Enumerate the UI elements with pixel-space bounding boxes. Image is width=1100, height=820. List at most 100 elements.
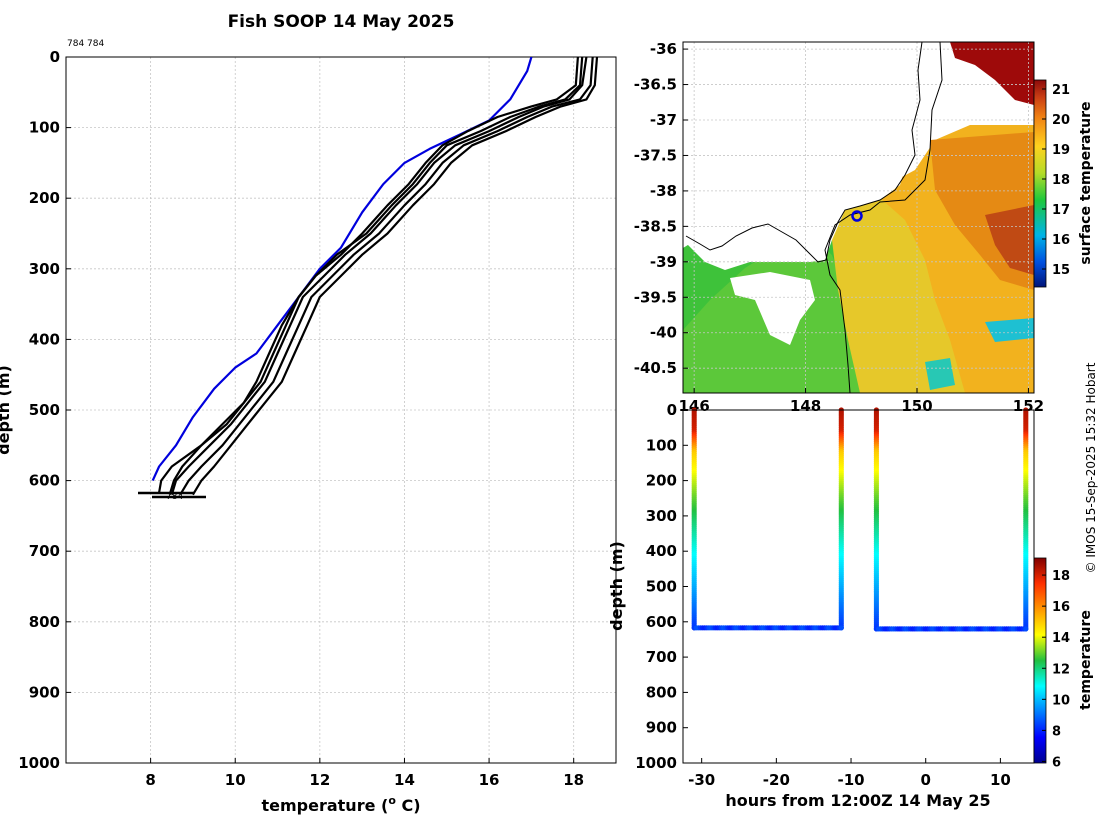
temperature-colorbar-label: temperature — [1078, 610, 1094, 710]
profile-x-label: temperature (o C) — [261, 794, 420, 815]
sst-map-panel: 146 148 150 152 -36-36.5-37-37.5-38-38.5-39… — [634, 40, 1094, 415]
temperature-colorbar-tick-label: 8 — [1052, 724, 1061, 739]
section-y-tick-label: 400 — [646, 542, 677, 560]
cast-traces — [691, 407, 1029, 632]
profile-x-ticks: 8 10 12 14 16 18 — [145, 758, 584, 789]
temperature-colorbar-tick-label: 10 — [1052, 693, 1070, 708]
map-y-tick-label: -37 — [650, 111, 677, 129]
temperature-colorbar-tick-label: 14 — [1052, 631, 1070, 646]
map-y-tick-label: -40.5 — [634, 359, 677, 377]
map-grid — [683, 42, 1034, 393]
map-x-tick-label: 152 — [1013, 397, 1044, 415]
temperature-colorbar-ticks: 6 8 10 12 14 16 18 — [1042, 569, 1070, 770]
map-y-ticks: -36 -36.5 -37 -37.5 -38 -38.5 -39 -39.5 -40 -40.5 — [634, 40, 688, 377]
section-y-tick-label: 800 — [646, 683, 677, 701]
land-mainland — [683, 42, 925, 270]
section-x-tick-label: 10 — [990, 771, 1011, 789]
section-y-tick-label: 100 — [646, 436, 677, 454]
sst-colorbar-tick-label: 17 — [1052, 203, 1070, 218]
profile-y-ticks: 0 100 200 300 400 500 600 700 800 900 1000 — [18, 48, 71, 772]
profile-x-tick-label: 16 — [479, 771, 500, 789]
sst-colorbar-tick-label: 19 — [1052, 143, 1070, 158]
section-y-tick-label: 300 — [646, 507, 677, 525]
temperature-colorbar-tick-label: 18 — [1052, 569, 1070, 584]
section-y-tick-label: 500 — [646, 578, 677, 596]
map-y-tick-label: -39.5 — [634, 288, 677, 306]
temperature-colorbar-tick-label: 16 — [1052, 600, 1070, 615]
map-y-tick-label: -38.5 — [634, 217, 677, 235]
sst-cyan-patch — [985, 318, 1034, 342]
profile-x-tick-label: 8 — [145, 771, 155, 789]
profile-lines — [151, 57, 599, 496]
profile-x-tick-label: 10 — [225, 771, 246, 789]
sst-yellow-water — [832, 198, 965, 393]
section-x-ticks: -30 -20 -10 0 10 — [688, 758, 1011, 789]
section-y-tick-label: 900 — [646, 719, 677, 737]
profile-line-profile-1 — [168, 57, 579, 496]
sst-colorbar-tick-label: 15 — [1052, 263, 1070, 278]
profile-line-profile-2 — [170, 57, 588, 496]
profile-y-tick-label: 900 — [29, 683, 60, 701]
profile-x-tick-label: 12 — [309, 771, 330, 789]
profile-y-tick-label: 600 — [29, 472, 60, 490]
section-y-tick-label: 1000 — [635, 754, 677, 772]
profile-y-tick-label: 500 — [29, 401, 60, 419]
sst-colorbar-tick-label: 21 — [1052, 83, 1070, 98]
map-y-tick-label: -37.5 — [634, 146, 677, 164]
ship-position-marker — [851, 210, 863, 222]
profile-y-tick-label: 0 — [50, 48, 60, 66]
section-y-tick-label: 0 — [667, 401, 677, 419]
section-y-tick-label: 600 — [646, 613, 677, 631]
section-x-tick-label: -20 — [763, 771, 790, 789]
section-panel: -30 -20 -10 0 10 0 100 200 300 400 500 600 700 800 90… — [607, 401, 1094, 810]
sst-colorbar-ticks: 15 16 17 18 19 20 21 — [1042, 83, 1070, 278]
section-x-tick-label: 0 — [920, 771, 930, 789]
sst-field — [683, 42, 1034, 393]
sst-red-core — [985, 205, 1034, 275]
section-axes-frame — [682, 409, 1035, 764]
profile-line-profile-5 — [158, 57, 584, 493]
map-y-tick-label: -36 — [650, 40, 677, 58]
section-x-tick-label: -10 — [837, 771, 864, 789]
profile-y-tick-label: 200 — [29, 189, 60, 207]
section-y-label: depth (m) — [607, 541, 626, 631]
profile-y-tick-label: 700 — [29, 542, 60, 560]
sst-colorbar-tick-label: 16 — [1052, 233, 1070, 248]
profile-bottom-label: 784 — [166, 492, 183, 502]
copyright-stamp: © IMOS 15-Sep-2025 15:32 Hobart — [1084, 362, 1098, 573]
sst-cyan-patch-2 — [925, 358, 955, 390]
profile-x-tick-label: 14 — [394, 771, 415, 789]
map-x-tick-label: 150 — [901, 397, 932, 415]
profile-panel: Fish SOOP 14 May 2025 784 784 8 10 12 14 16 1… — [0, 12, 617, 815]
coastline — [685, 41, 923, 263]
section-y-tick-label: 700 — [646, 648, 677, 666]
sst-colorbar-label: surface temperature — [1078, 101, 1094, 264]
profile-grid — [66, 56, 616, 764]
temperature-colorbar — [1033, 557, 1047, 764]
profile-y-tick-label: 1000 — [18, 754, 60, 772]
profile-line-profile-4 — [191, 57, 599, 496]
map-y-tick-label: -38 — [650, 182, 677, 200]
cast-bottom-point — [838, 625, 844, 631]
profile-x-tick-label: 18 — [563, 771, 584, 789]
map-y-tick-label: -36.5 — [634, 76, 677, 94]
temperature-colorbar-tick-label: 6 — [1052, 755, 1061, 770]
profile-y-tick-label: 300 — [29, 260, 60, 278]
section-y-ticks: 0 100 200 300 400 500 600 700 800 900 1000 — [635, 401, 688, 772]
sst-colorbar-tick-label: 20 — [1052, 113, 1070, 128]
profile-y-label: depth (m) — [0, 365, 13, 455]
profile-y-tick-label: 100 — [29, 119, 60, 137]
sst-hot-north — [950, 42, 1034, 105]
temperature-colorbar-tick-label: 12 — [1052, 662, 1070, 677]
profile-y-tick-label: 400 — [29, 330, 60, 348]
land-tasmania-gap — [730, 272, 815, 345]
section-y-tick-label: 200 — [646, 472, 677, 490]
chart-title: Fish SOOP 14 May 2025 — [228, 12, 455, 32]
sst-colorbar — [1033, 79, 1047, 288]
profile-axes-frame — [65, 56, 617, 764]
profile-annotation: 784 784 — [67, 39, 104, 49]
cast-bottom-point — [1023, 626, 1029, 632]
section-x-tick-label: -30 — [688, 771, 715, 789]
section-x-label: hours from 12:00Z 14 May 25 — [725, 791, 990, 810]
profile-bottom-marks: 784 — [138, 491, 206, 502]
